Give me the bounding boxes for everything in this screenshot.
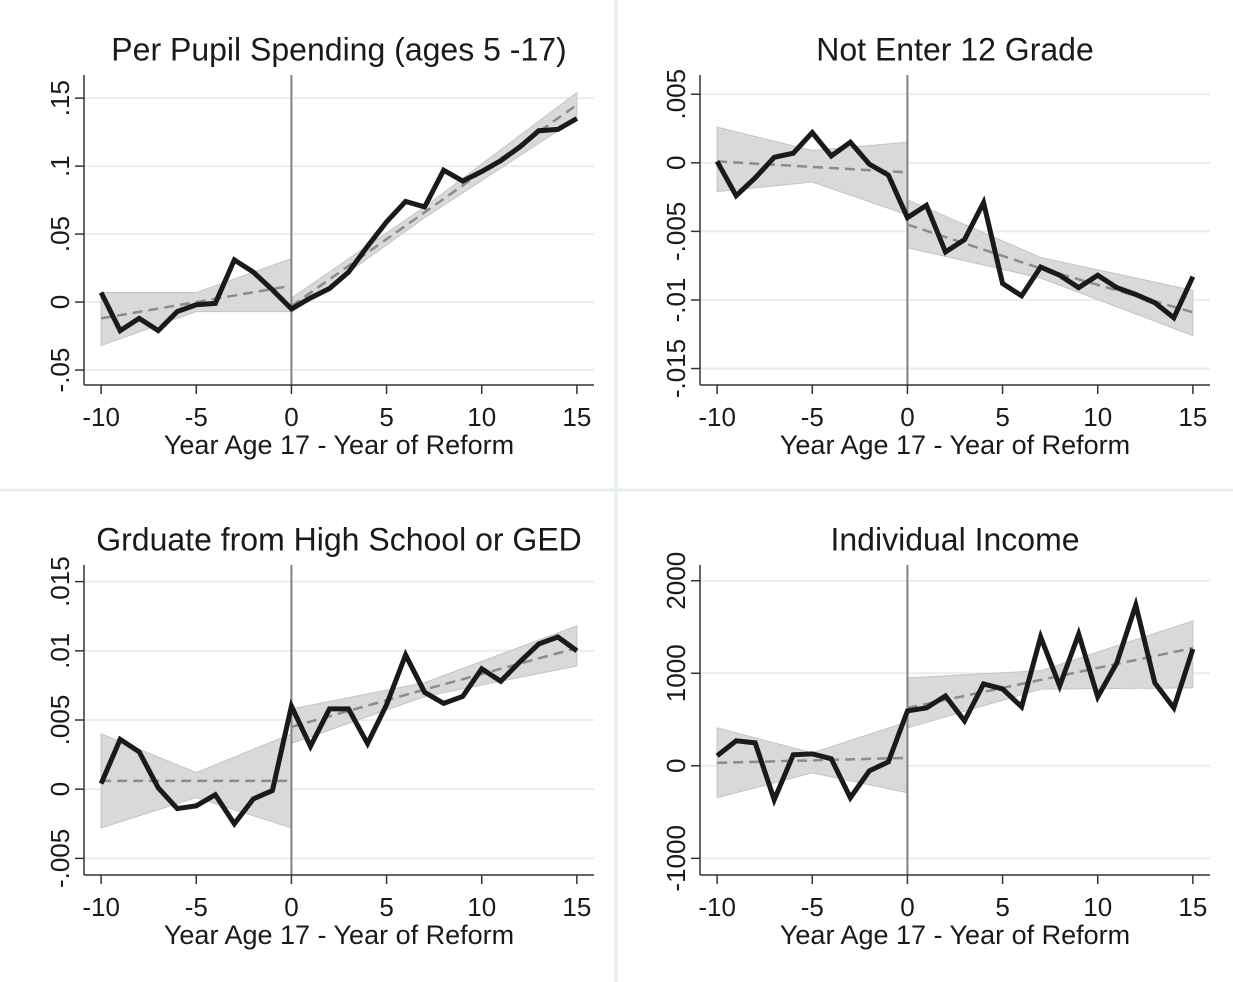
x-tick-label: 0 <box>900 402 914 432</box>
x-tick-label: 10 <box>467 402 496 432</box>
fit-line <box>291 646 578 729</box>
chart-title: Not Enter 12 Grade <box>816 31 1093 67</box>
chart-title: Per Pupil Spending (ages 5 -17) <box>111 31 566 67</box>
x-tick-label: 15 <box>562 892 591 922</box>
x-tick-label: -5 <box>185 402 208 432</box>
y-tick-label: .01 <box>45 633 75 669</box>
x-tick-label: 10 <box>467 892 496 922</box>
y-tick-label: .005 <box>45 695 75 746</box>
x-tick-label: -10 <box>698 892 736 922</box>
y-tick-label: -.005 <box>661 202 691 261</box>
x-tick-label: -10 <box>82 892 120 922</box>
data-line <box>714 128 1196 322</box>
x-tick-label: 15 <box>1178 892 1207 922</box>
x-axis-label: Year Age 17 - Year of Reform <box>780 920 1130 950</box>
x-tick-label: 10 <box>1083 892 1112 922</box>
y-tick-label: -.01 <box>661 278 691 323</box>
y-tick-label: -.015 <box>661 339 691 398</box>
x-tick-label: 15 <box>562 402 591 432</box>
x-tick-label: 5 <box>379 892 393 922</box>
x-tick-label: 0 <box>900 892 914 922</box>
x-tick-label: 10 <box>1083 402 1112 432</box>
fit-line <box>907 646 1194 710</box>
x-tick-label: 0 <box>284 402 298 432</box>
y-tick-label: 0 <box>45 782 75 796</box>
y-tick-label: 2000 <box>661 552 691 610</box>
y-tick-label: .15 <box>45 80 75 116</box>
x-tick-label: -5 <box>185 892 208 922</box>
x-tick-label: 0 <box>284 892 298 922</box>
y-tick-label: 0 <box>661 156 691 170</box>
x-tick-label: 5 <box>995 892 1009 922</box>
x-tick-label: -5 <box>801 402 824 432</box>
y-tick-label: .015 <box>45 556 75 607</box>
fit-line <box>290 103 578 308</box>
x-axis-label: Year Age 17 - Year of Reform <box>780 430 1130 460</box>
x-axis-label: Year Age 17 - Year of Reform <box>164 430 514 460</box>
y-tick-label: 0 <box>45 295 75 309</box>
fit-line <box>100 284 292 320</box>
data-line <box>98 634 579 829</box>
x-tick-label: 5 <box>995 402 1009 432</box>
x-tick-label: -10 <box>698 402 736 432</box>
y-tick-label: 1000 <box>661 644 691 702</box>
data-line <box>715 595 1196 807</box>
y-tick-label: .005 <box>661 69 691 120</box>
chart-title: Individual Income <box>830 521 1079 557</box>
y-tick-label: -.005 <box>45 829 75 888</box>
y-tick-label: -.05 <box>45 348 75 393</box>
x-tick-label: 5 <box>379 402 393 432</box>
x-axis-label: Year Age 17 - Year of Reform <box>164 920 514 950</box>
y-tick-label: .1 <box>45 155 75 177</box>
x-tick-label: -10 <box>82 402 120 432</box>
y-tick-label: .05 <box>45 216 75 252</box>
y-tick-label: 0 <box>661 759 691 773</box>
y-tick-label: -1000 <box>661 825 691 892</box>
x-tick-label: -5 <box>801 892 824 922</box>
x-tick-label: 15 <box>1178 402 1207 432</box>
data-line <box>98 116 579 335</box>
chart-title: Grduate from High School or GED <box>96 521 582 557</box>
